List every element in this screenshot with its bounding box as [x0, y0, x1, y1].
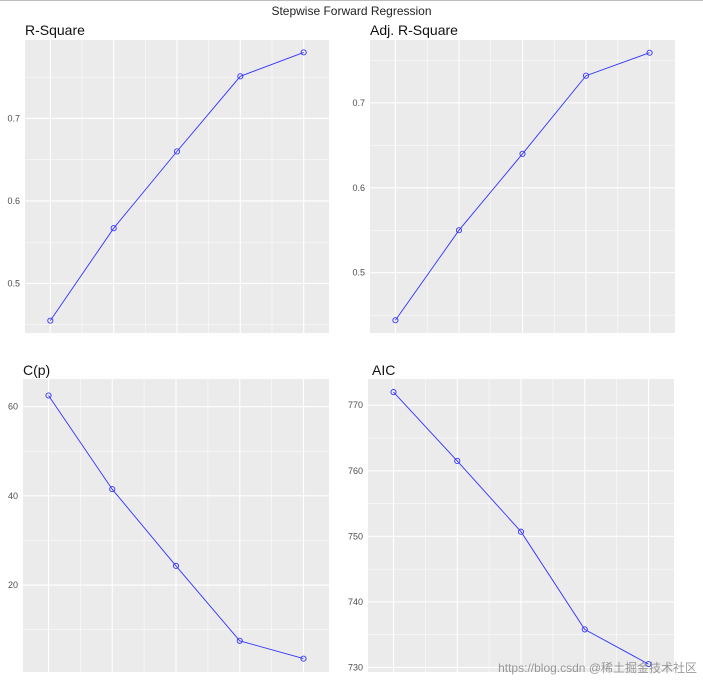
y-tick-label: 20 — [8, 580, 18, 590]
panel-title-adj-r-square: Adj. R-Square — [370, 22, 458, 38]
y-tick-label: 730 — [348, 662, 363, 672]
y-tick-label: 740 — [348, 597, 363, 607]
grid-lines — [23, 379, 329, 672]
grid-lines — [368, 379, 674, 672]
panel-title-r-square: R-Square — [25, 22, 85, 38]
grid-lines — [25, 40, 329, 333]
data-point-cp — [45, 392, 52, 399]
data-point-cp — [300, 655, 307, 662]
data-point-adj-r-square — [646, 49, 653, 56]
data-point-adj-r-square — [582, 72, 590, 79]
grid-lines — [370, 40, 675, 333]
data-point-adj-r-square — [455, 227, 463, 234]
data-point-aic — [390, 389, 397, 396]
data-point-r-square — [300, 49, 307, 56]
watermark: https://blog.csdn @稀土掘金技术社区 — [498, 661, 697, 675]
top-border — [0, 0, 703, 1]
data-point-adj-r-square — [392, 317, 399, 324]
series-line-aic — [393, 391, 649, 665]
data-point-cp — [236, 637, 243, 644]
chart-r-square: 0.5 0.6 0.7 — [7, 40, 329, 333]
panel-title-aic: AIC — [372, 362, 396, 378]
y-tick-label: 0.6 — [352, 183, 365, 193]
y-tick-label: 0.7 — [352, 98, 365, 108]
data-point-aic — [454, 457, 461, 464]
y-tick-label: 760 — [348, 466, 363, 476]
data-point-aic — [517, 528, 525, 535]
y-tick-label: 60 — [8, 402, 18, 412]
data-point-cp — [109, 486, 116, 493]
y-tick-label: 0.6 — [7, 196, 20, 206]
data-point-r-square — [237, 73, 244, 80]
data-point-r-square — [110, 225, 117, 232]
y-tick-label: 0.7 — [7, 113, 20, 123]
data-point-cp — [172, 562, 180, 569]
data-point-aic — [581, 626, 588, 633]
y-tick-label: 0.5 — [352, 268, 365, 278]
series-line-cp — [48, 395, 304, 660]
y-tick-label: 750 — [348, 531, 363, 541]
data-point-r-square — [173, 148, 181, 155]
chart-adj-r-square: 0.5 0.6 0.7 — [352, 40, 675, 333]
panel-title-cp: C(p) — [23, 362, 51, 378]
data-point-aic — [645, 661, 652, 668]
chart-aic: 730 740 750 760 770 — [348, 379, 674, 672]
chart-suptitle: Stepwise Forward Regression — [271, 4, 432, 18]
y-tick-label: 40 — [8, 491, 18, 501]
series-line-r-square — [49, 51, 304, 321]
data-point-adj-r-square — [519, 150, 526, 157]
data-point-r-square — [47, 317, 54, 324]
y-tick-label: 770 — [348, 400, 363, 410]
series-line-adj-r-square — [395, 52, 650, 321]
chart-cp: 20 40 60 — [8, 379, 329, 672]
y-tick-label: 0.5 — [7, 278, 20, 288]
